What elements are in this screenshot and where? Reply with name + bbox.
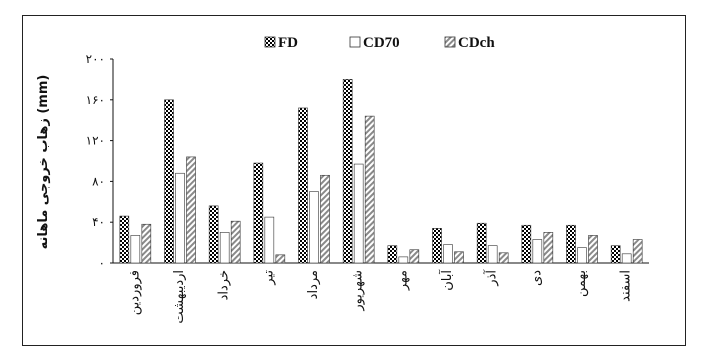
bar-cdch: [320, 174, 330, 264]
x-category-label: اسفند: [619, 270, 634, 302]
y-tick-label: ۱۶۰: [86, 93, 105, 107]
bar-cdch: [230, 220, 241, 264]
bar-cd70: [264, 216, 275, 264]
y-tick-label: ۸۰: [92, 174, 105, 188]
bar-fd: [566, 224, 576, 264]
legend-label-cd70: CD70: [363, 35, 400, 51]
bar-fd: [521, 224, 532, 264]
bar-cdch: [141, 223, 152, 264]
bar-cd70: [577, 247, 587, 264]
y-tick-labels: ۰ ۴۰ ۸۰ ۱۲۰ ۱۶۰ ۲۰۰: [86, 52, 105, 270]
bar-fd: [387, 245, 398, 264]
y-tick-label: ۱۲۰: [86, 134, 105, 148]
bar-cd70: [309, 191, 319, 264]
bar-fd: [164, 99, 174, 264]
bar-cdch: [498, 252, 509, 264]
axes: [110, 58, 649, 264]
bar-fd: [476, 222, 487, 264]
bar-cdch: [588, 235, 598, 264]
y-tick-label: ۴۰: [92, 215, 105, 229]
x-category-label: دی: [529, 270, 544, 286]
legend: FD CD70 CDch: [264, 35, 495, 51]
x-category-label: بهمن: [574, 270, 589, 297]
bar-cd70: [130, 235, 141, 264]
legend-label-cdch: CDch: [458, 35, 495, 51]
legend-swatch-cd70: [349, 36, 361, 48]
x-category-label: تیر: [261, 270, 276, 286]
legend-swatch-cdch: [444, 36, 456, 48]
bars: [119, 79, 643, 264]
x-category-label: فروردین: [127, 270, 142, 315]
bar-cd70: [175, 172, 185, 264]
y-axis-label: زهاب خروجی ماهانه (mm): [36, 75, 51, 250]
bar-cdch: [186, 156, 196, 264]
bar-cdch: [632, 239, 643, 264]
bar-fd: [208, 205, 219, 264]
x-category-label: شهریور: [351, 270, 366, 312]
bar-fd: [432, 228, 442, 264]
bar-cd70: [353, 163, 364, 264]
legend-swatch-fd: [264, 36, 276, 48]
bar-cdch: [275, 254, 286, 264]
bar-fd: [298, 107, 308, 264]
y-tick-label: ۲۰۰: [86, 52, 105, 66]
x-category-label: مرداد: [306, 270, 321, 299]
bar-fd: [253, 162, 264, 264]
bar-cdch: [454, 251, 464, 264]
bar-cd70: [532, 239, 543, 264]
bar-cdch: [409, 249, 420, 264]
x-category-label: آبان: [438, 269, 455, 291]
x-category-labels: فروردین اردیبهشت خرداد تیر مرداد شهریور مهر آبا…: [127, 269, 633, 324]
x-category-label: خرداد: [217, 270, 232, 300]
x-category-label: آذر: [483, 269, 500, 287]
bar-fd: [610, 245, 621, 264]
bar-cd70: [219, 232, 230, 264]
bar-cd70: [443, 244, 453, 264]
bar-cd70: [398, 256, 409, 264]
x-category-label: اردیبهشت: [172, 270, 187, 324]
bar-cd70: [621, 253, 632, 264]
x-category-label: مهر: [395, 270, 410, 291]
legend-label-fd: FD: [278, 35, 298, 51]
bar-fd: [119, 215, 130, 264]
bar-fd: [342, 79, 353, 264]
bar-cd70: [487, 245, 498, 264]
y-tick-label: ۰: [99, 256, 105, 270]
bar-cdch: [543, 232, 554, 264]
bar-cdch: [364, 115, 375, 264]
